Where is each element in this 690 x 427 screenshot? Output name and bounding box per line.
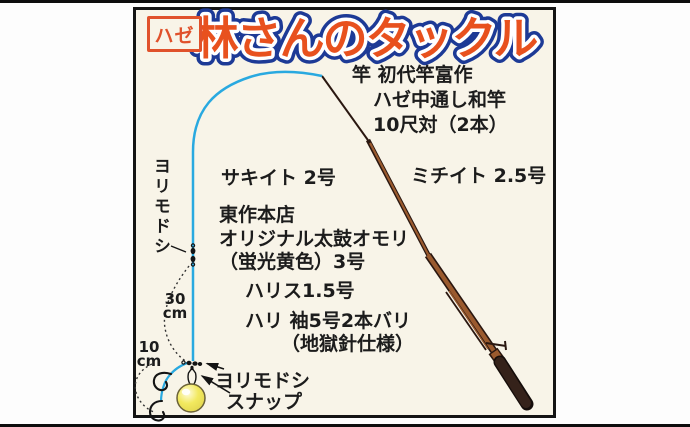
- rod-tip-section: [321, 75, 371, 144]
- top-border-bar: [0, 0, 690, 3]
- rod-grip: [495, 357, 531, 408]
- svg-text:林さんのタックル: 林さんのタックル: [194, 12, 538, 65]
- snap-label: スナップ: [226, 391, 303, 413]
- omori-line2: オリジナル太鼓オモリ: [219, 227, 410, 250]
- measure-30cm-value: 30: [164, 290, 186, 308]
- fishing-line-main: [191, 70, 323, 361]
- measure-arc-10cm: [134, 363, 155, 413]
- omori-line1: 東作本店: [219, 204, 296, 226]
- fishing-rod: [321, 75, 534, 411]
- yorimodoshi-bottom-label: ヨリモドシ: [215, 370, 311, 392]
- measure-10cm-label: 10 cm: [132, 338, 166, 370]
- omori-label: 東作本店 オリジナル太鼓オモリ （蛍光黄色）3号: [219, 204, 409, 275]
- swivel-lower: [181, 360, 203, 366]
- yorimodoshi-arrow: [205, 362, 225, 371]
- svg-text:林さんのタックル: 林さんのタックル: [194, 12, 538, 65]
- bottom-border-bar: [0, 424, 690, 427]
- hari-label: ハリ 袖5号2本バリ （地獄針仕様）: [245, 310, 414, 356]
- rod-spec-line2: ハゼ中通し和竿: [373, 89, 507, 111]
- measure-10cm-unit: cm: [136, 352, 162, 370]
- snap-arrow: [200, 375, 231, 394]
- measure-30cm-label: 30 cm: [158, 290, 192, 322]
- title-text: 林さんのタックル 林さんのタックル 林さんのタックル: [187, 5, 547, 72]
- rod-hook-keeper: [485, 340, 507, 351]
- measure-30cm-unit: cm: [162, 304, 188, 322]
- rod-butt-section-line: [445, 291, 487, 351]
- harisu-label: ハリス1.5号: [245, 280, 355, 302]
- hari-line2: （地獄針仕様）: [281, 333, 415, 355]
- fishing-line-dropper-spur: [170, 361, 188, 375]
- sakiito-label: サキイト 2号: [221, 167, 336, 189]
- yorimodoshi-side-label: ヨリモドシ: [150, 157, 170, 257]
- yorimodoshi-side-pointer: [170, 245, 187, 253]
- sinker-ball: [176, 383, 206, 413]
- rod-spec-line3: 10尺対（2本）: [373, 114, 508, 136]
- hook-upper: [152, 371, 173, 392]
- michiito-label: ミチイト 2.5号: [411, 165, 547, 187]
- species-tag-label: ハゼ: [154, 24, 195, 47]
- rod-spec-label: 竿 初代竿富作 ハゼ中通し和竿 10尺対（2本）: [352, 63, 508, 138]
- rod-spec-line1: 竿 初代竿富作: [352, 64, 473, 86]
- species-tag: ハゼ: [147, 16, 202, 52]
- swivel-upper: [190, 243, 196, 267]
- snap-connector: [187, 365, 197, 385]
- hook-lower: [148, 399, 166, 422]
- svg-text:林さんのタックル: 林さんのタックル: [194, 12, 538, 65]
- measure-10cm-value: 10: [138, 338, 160, 356]
- hari-line1: ハリ 袖5号2本バリ: [245, 310, 412, 332]
- omori-line3: （蛍光黄色）3号: [219, 251, 366, 273]
